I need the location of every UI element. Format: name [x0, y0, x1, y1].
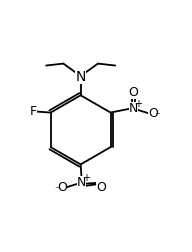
Text: O: O — [129, 86, 139, 99]
Text: ⁻: ⁻ — [155, 111, 161, 121]
Text: O: O — [148, 107, 158, 120]
Text: +: + — [134, 100, 142, 110]
Text: O: O — [96, 181, 106, 194]
Text: ⁻: ⁻ — [55, 185, 60, 195]
Text: N: N — [77, 176, 86, 189]
Text: N: N — [75, 70, 86, 84]
Text: F: F — [30, 105, 37, 118]
Text: +: + — [82, 173, 90, 183]
Text: N: N — [129, 102, 138, 115]
Text: O: O — [57, 181, 67, 194]
